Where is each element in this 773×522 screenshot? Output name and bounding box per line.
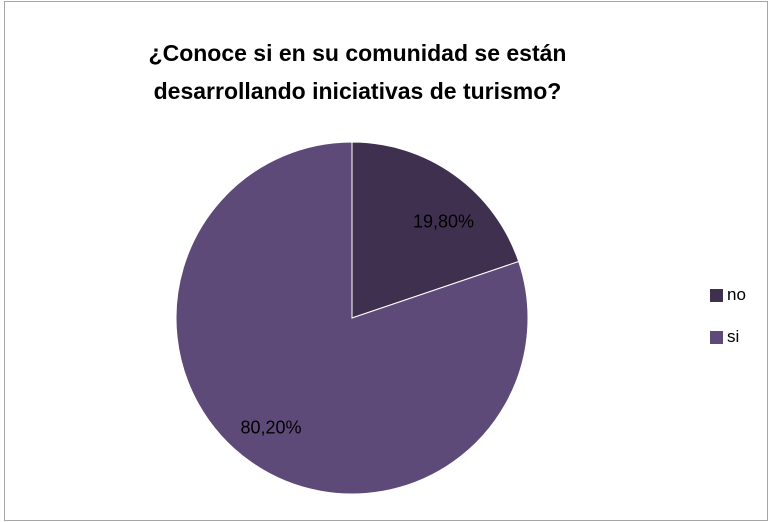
legend-item-no: no [710, 285, 746, 305]
chart-frame: ¿Conoce si en su comunidad se están desa… [4, 1, 768, 521]
chart-title: ¿Conoce si en su comunidad se están desa… [5, 34, 710, 110]
legend-label-no: no [727, 285, 746, 304]
chart-title-line-2: desarrollando iniciativas de turismo? [153, 78, 562, 104]
chart-legend: no si [710, 285, 746, 369]
legend-swatch-si [710, 330, 723, 344]
data-label-no: 19,80% [413, 212, 474, 232]
pie-slice-no [351, 141, 520, 319]
legend-swatch-no [710, 288, 723, 302]
legend-label-si: si [727, 327, 740, 346]
chart-title-line-1: ¿Conoce si en su comunidad se están [148, 40, 567, 66]
pie-slice-si [175, 141, 529, 495]
pie-chart: 19,80% 80,20% [175, 141, 529, 495]
data-label-si: 80,20% [241, 418, 302, 438]
legend-item-si: si [710, 327, 746, 347]
